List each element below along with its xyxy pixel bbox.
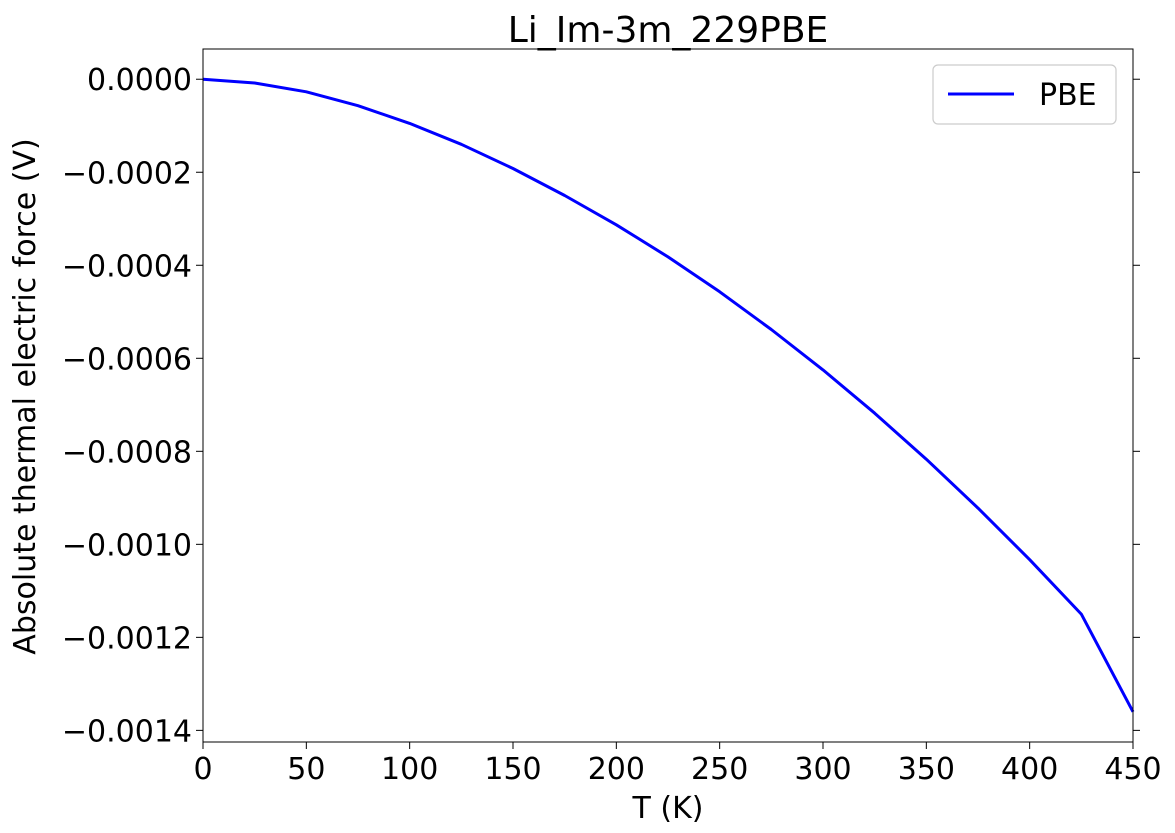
plot-frame bbox=[202, 48, 1134, 743]
series-line-pbe bbox=[202, 77, 1135, 713]
x-tick-label: 400 bbox=[1001, 752, 1058, 787]
series-layer bbox=[202, 77, 1135, 713]
x-tick-label: 450 bbox=[1104, 752, 1161, 787]
x-tick-label: 350 bbox=[898, 752, 955, 787]
y-tick-label: −0.0002 bbox=[62, 156, 192, 191]
legend: PBE bbox=[932, 64, 1117, 125]
y-tick-label: −0.0010 bbox=[62, 528, 192, 563]
x-tick-label: 0 bbox=[193, 752, 212, 787]
x-axis-label: T (K) bbox=[632, 791, 704, 826]
y-axis-label: Absolute thermal electric force (V) bbox=[8, 138, 43, 654]
legend-box bbox=[932, 64, 1117, 125]
x-tick-label: 100 bbox=[381, 752, 438, 787]
x-tick-label: 200 bbox=[588, 752, 645, 787]
x-axis-ticks: 0 50 100 150 200 250 300 350 400 450 bbox=[193, 742, 1162, 787]
y-tick-label: −0.0014 bbox=[62, 714, 192, 749]
y-tick-label: −0.0006 bbox=[62, 342, 192, 377]
x-tick-label: 150 bbox=[484, 752, 541, 787]
y-tick-label: −0.0008 bbox=[62, 435, 192, 470]
x-tick-label: 50 bbox=[287, 752, 325, 787]
y-axis-ticks: 0.0000 −0.0002 −0.0004 −0.0006 −0.0008 −0.001… bbox=[62, 63, 1140, 749]
y-tick-label: 0.0000 bbox=[87, 63, 192, 98]
x-tick-label: 300 bbox=[794, 752, 851, 787]
y-tick-label: −0.0004 bbox=[62, 249, 192, 284]
y-tick-label: −0.0012 bbox=[62, 621, 192, 656]
legend-label-pbe: PBE bbox=[1039, 78, 1097, 113]
x-tick-label: 250 bbox=[691, 752, 748, 787]
chart-title: Li_Im-3m_229PBE bbox=[508, 10, 829, 51]
